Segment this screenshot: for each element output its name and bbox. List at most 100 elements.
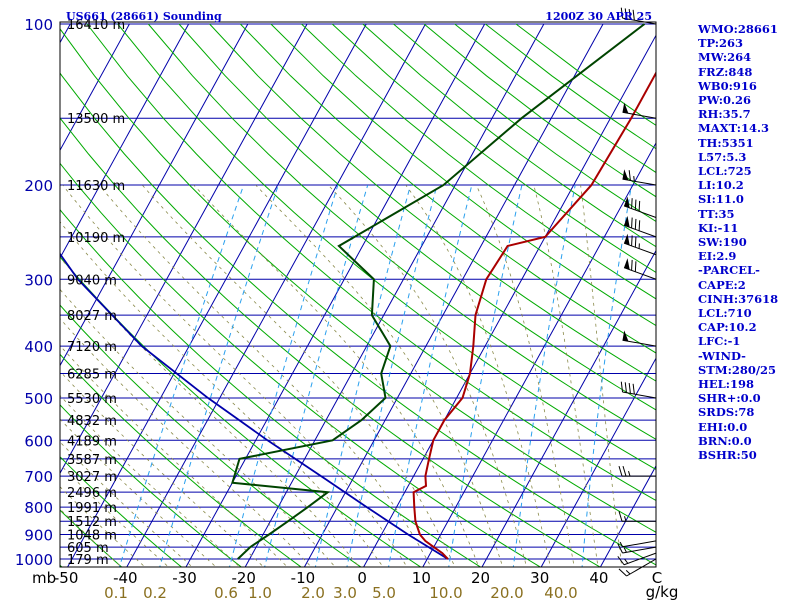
- pressure-tick-label: 100: [24, 16, 53, 34]
- mixing-ratio-label: 10.0: [429, 584, 462, 600]
- isotherm-line: [60, 23, 130, 152]
- temperature-tick-label: 30: [530, 569, 549, 587]
- parcel-trace: [60, 252, 449, 560]
- stat-line: STM:280/25: [698, 362, 777, 377]
- mixing-ratio-label: 40.0: [544, 584, 577, 600]
- dry-adiabat: [60, 353, 302, 567]
- pressure-unit-label: mb: [32, 569, 56, 587]
- stat-line: KI:-11: [698, 220, 739, 235]
- stat-line: LCL:725: [698, 164, 752, 179]
- dry-adiabat: [60, 162, 542, 567]
- mixing-ratio-label: 5.0: [372, 584, 396, 600]
- height-label: 10190 m: [67, 231, 125, 246]
- height-label: 11630 m: [67, 179, 125, 194]
- height-label: 3027 m: [67, 470, 117, 485]
- stat-line: -PARCEL-: [698, 263, 760, 278]
- stat-line: BSHR:50: [698, 448, 757, 463]
- moist-adiabat: [62, 184, 408, 567]
- moist-adiabat: [142, 184, 456, 567]
- dry-adiabat: [331, 23, 656, 274]
- stat-line: RH:35.7: [698, 107, 751, 122]
- wind-barb: [618, 511, 656, 522]
- moist-adiabat: [475, 184, 575, 567]
- isotherm-line: [126, 23, 426, 567]
- stat-line: BRN:0.0: [698, 433, 752, 448]
- stat-line: MW:264: [698, 50, 752, 65]
- wind-barb: [617, 552, 657, 566]
- stat-line: WMO:28661: [698, 22, 778, 36]
- isotherm-line: [67, 23, 367, 567]
- stat-line: CINH:37618: [698, 291, 779, 306]
- wind-barb: [617, 543, 657, 554]
- dry-adiabat: [117, 23, 656, 471]
- height-label: 4832 m: [67, 414, 117, 429]
- stat-line: EHI:0.0: [698, 419, 748, 434]
- mixing-ratio-label: 2.0: [301, 584, 325, 600]
- wind-barb: [623, 258, 657, 280]
- stat-line: L57:5.3: [698, 149, 747, 164]
- temperature-unit-label: C: [652, 569, 662, 587]
- mixing-ratio-label: 0.6: [214, 584, 238, 600]
- temperature-tick-label: -10: [291, 569, 316, 587]
- height-label: 4189 m: [67, 434, 117, 449]
- height-label: 6285 m: [67, 367, 117, 382]
- mixing-ratio-label: 1.0: [248, 584, 272, 600]
- stat-line: SHR+:0.0: [698, 391, 761, 406]
- height-label: 1512 m: [67, 515, 117, 530]
- moist-adiabat: [60, 418, 217, 567]
- pressure-tick-label: 500: [24, 390, 53, 408]
- stat-line: LCL:710: [698, 306, 752, 321]
- stat-line: LI:10.2: [698, 178, 744, 193]
- stat-line: TH:5351: [698, 135, 754, 150]
- height-label: 9040 m: [67, 273, 117, 288]
- mixing-ratio-line: [159, 184, 279, 567]
- isotherm-line: [60, 23, 308, 475]
- pressure-tick-label: 300: [24, 271, 53, 289]
- temperature-line: [412, 71, 656, 560]
- plot-frame: [59, 21, 657, 568]
- wind-barb: [623, 233, 657, 256]
- stats-panel: WMO:28661 TP:263 MW:264 FRZ:848 WB0:916 PW:0.…: [698, 22, 798, 462]
- pressure-tick-label: 700: [24, 468, 53, 486]
- temperature-tick-label: -30: [172, 569, 197, 587]
- dry-adiabat: [239, 23, 656, 354]
- pressure-tick-label: 800: [24, 499, 53, 517]
- wind-barb: [619, 540, 657, 548]
- temperature-tick-label: -50: [54, 569, 79, 587]
- stat-line: SI:11.0: [698, 192, 744, 207]
- temperature-tick-label: 40: [589, 569, 608, 587]
- sounding-profiles: [60, 23, 656, 560]
- stat-line: TT:35: [698, 206, 735, 221]
- dry-adiabat: [270, 23, 656, 327]
- wind-barb: [622, 102, 657, 119]
- height-label: 179 m: [67, 553, 109, 568]
- dry-adiabat: [301, 23, 656, 300]
- dry-adiabat: [60, 28, 656, 533]
- mixing-ratio-label: 0.1: [104, 584, 128, 600]
- dry-adiabat: [60, 208, 482, 567]
- mixing-ratio-line: [512, 185, 576, 567]
- dry-adiabat: [60, 404, 243, 567]
- isotherm-line: [422, 141, 656, 567]
- moist-adiabat: [60, 441, 193, 567]
- moist-adiabat: [60, 394, 241, 567]
- chart-title-right: 1200Z 30 APR 25: [545, 10, 652, 23]
- stat-line: SRDS:78: [698, 405, 755, 420]
- wind-barb: [622, 330, 657, 347]
- moist-adiabat: [60, 486, 146, 567]
- temperature-tick-label: -40: [113, 569, 138, 587]
- stat-line: CAP:10.2: [698, 320, 757, 335]
- height-label: 8027 m: [67, 309, 117, 324]
- pressure-tick-label: 1000: [15, 551, 53, 569]
- wind-barbs: [617, 7, 657, 577]
- isotherm-line: [599, 464, 656, 567]
- isotherm-line: [244, 23, 545, 567]
- mixing-ratio-line: [118, 184, 245, 567]
- moist-adiabat: [193, 184, 480, 567]
- dry-adiabat: [86, 23, 656, 502]
- stat-line: MAXT:14.3: [698, 121, 769, 136]
- stat-line: HEL:198: [698, 377, 754, 392]
- moist-adiabat: [533, 185, 599, 567]
- stat-line: -WIND-: [698, 348, 746, 363]
